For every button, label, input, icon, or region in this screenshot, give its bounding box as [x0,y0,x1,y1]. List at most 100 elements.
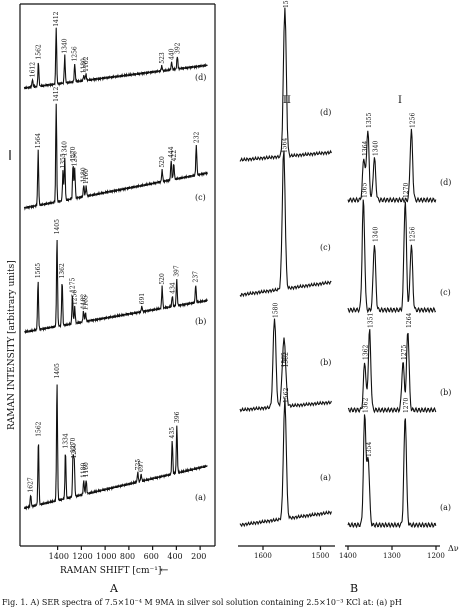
spectrum-i-d [347,128,437,204]
peak-label: 1340 [62,38,69,53]
peak-label: 422 [171,150,178,162]
peak-label: 1180 [81,463,88,478]
x-tick-label: 400 [167,552,182,561]
peak-label: 440 [169,48,176,60]
spectrum-ii-b [239,318,332,413]
peak-label: 1270 [70,146,77,161]
peak-label: 237 [193,271,200,283]
peak-label: 392 [174,42,181,54]
panel-a: RAMAN INTENSITY [arbitrary units] 1400 12… [7,3,216,595]
peak-label: 1180 [81,58,88,73]
peak-label: 1260 [71,443,78,458]
peak-label: 1362 [363,398,370,413]
trace-label: (a) [195,493,206,502]
peak-label: 1354 [366,442,373,457]
peak-label: 520 [159,156,166,168]
peak-label: 1355 [366,113,373,128]
peak-label: 1275 [401,345,408,360]
spectrum-i-c [347,199,437,314]
x-tick-label: 1400 [49,552,69,561]
peak-label: 1264 [406,313,413,328]
peak-label: 1182 [81,294,88,309]
peak-label: 435 [169,427,176,439]
panel-a-arrow: ← [160,565,168,576]
peak-label: 1365 [361,183,368,198]
peak-label: 523 [159,52,166,64]
peak-label: 1565 [35,263,42,278]
panel-a-ylabel: RAMAN INTENSITY [arbitrary units] [7,260,17,430]
peak-label: 691 [139,293,146,304]
peak-label: 1562 [283,0,290,8]
peak-label: 1340 [62,141,69,156]
peak-label: 1562 [283,388,290,403]
panel-b-i-traces: 1364 1355 1340 1256 (d) 1365 1340 1270 1256 (c) 13… [347,113,451,529]
peak-label: 1562 [35,44,42,59]
peak-label: 1562 [283,352,290,367]
peak-label: 1275 [69,277,76,292]
peak-label: 1405 [54,363,61,378]
peak-label: 1580 [273,303,280,318]
panel-b-dnu-unit: Δν [448,544,459,553]
peak-label: 1180 [81,167,88,182]
x-tick-label: 1600 [254,552,272,560]
peak-label: 1362 [363,345,370,360]
trace-label: (b) [320,358,331,367]
peak-label: 1334 [62,433,69,448]
trace-label: (d) [320,108,331,117]
trace-label: (c) [320,243,331,252]
peak-label: 1565 [281,352,288,367]
trace-label: (c) [195,193,206,202]
peak-label: 1160 [83,169,90,184]
peak-label: 1412 [53,86,60,101]
trace-label: (c) [440,288,451,297]
peak-label: 397 [174,265,181,277]
peak-label: 1355 [60,153,67,168]
x-tick-label: 800 [120,552,135,561]
x-tick-label: 1000 [96,552,116,561]
x-tick-label: 1500 [312,552,330,560]
spectrum-ii-a [239,397,332,528]
peak-label: 1165 [83,295,90,310]
trace-label: (d) [195,73,206,82]
panel-b-x-ticks: 1600 1500 1400 1300 1200 [254,546,445,560]
peak-label: 1256 [72,151,79,166]
peak-label: 1340 [372,141,379,156]
peak-label: 1412 [53,11,60,26]
peak-label: 434 [169,282,176,294]
trace-label: (d) [440,178,451,187]
peak-label: 1256 [72,290,79,305]
peak-label: 1340 [372,227,379,242]
peak-label: 232 [193,131,200,143]
peak-label: 1364 [362,141,369,156]
panel-a-xlabel: RAMAN SHIFT [cm⁻¹] [60,566,161,576]
peak-label: 1256 [72,46,79,61]
peak-label: 1627 [28,477,35,492]
panel-a-letter: A [109,582,119,595]
x-tick-label: 200 [191,552,206,561]
peak-label: 1256 [409,227,416,242]
spectrum-d [23,27,208,90]
figure-caption: Fig. 1. A) SER spectra of 7.5×10⁻⁴ M 9MA… [2,598,402,607]
peak-label: 520 [159,273,166,285]
panel-a-x-ticks: 1400 1200 1000 800 600 400 200 [49,546,206,561]
spectrum-ii-d [239,7,332,163]
peak-label: 697 [138,460,145,472]
spectrum-i-a [347,414,437,529]
x-tick-label: 600 [144,552,159,561]
x-tick-label: 1300 [383,552,401,560]
peak-label: 1162 [83,56,90,71]
spectrum-i-b [347,329,437,414]
spectrum-c [23,103,208,211]
x-tick-label: 1400 [339,552,357,560]
peak-label: 1351 [368,313,375,328]
peak-label: 1612 [29,62,36,77]
peak-label: 1270 [403,398,410,413]
peak-label: 725 [135,459,142,471]
peak-label: 1405 [54,219,61,234]
trace-label: (a) [440,503,451,512]
panel-b-letter: B [350,582,358,595]
peak-label: 444 [168,146,175,158]
